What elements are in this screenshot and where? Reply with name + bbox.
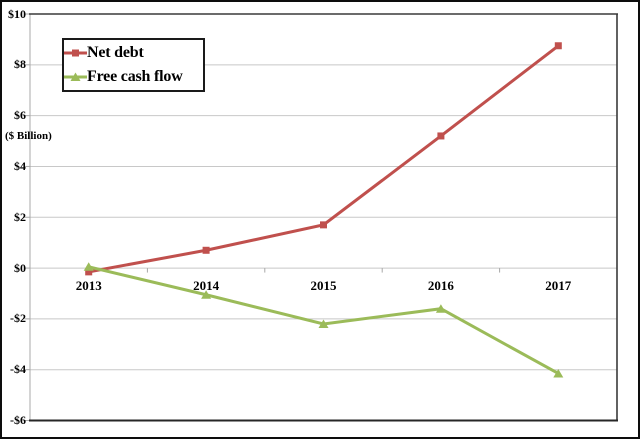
x-tick-label: 2017 [545, 278, 572, 293]
triangle-marker-icon [70, 72, 81, 82]
free-cash-flow-point-2013 [83, 262, 94, 271]
free-cash-flow-point-2016 [435, 304, 446, 313]
square-marker-icon [72, 49, 79, 57]
y-tick-label: $2 [14, 209, 26, 224]
net-debt-point-2016 [437, 132, 445, 140]
x-tick-label: 2015 [310, 278, 337, 293]
y-tick-label: $4 [14, 158, 26, 173]
y-tick-label: $8 [14, 57, 26, 72]
y-tick-label: -$4 [10, 362, 26, 377]
free-cash-flow-marker-icon [64, 72, 87, 82]
y-tick-label: $0 [14, 260, 26, 275]
x-tick-label: 2013 [75, 278, 102, 293]
net-debt-point-2013 [85, 268, 93, 276]
legend: Net debt Free cash flow [62, 38, 205, 92]
legend-item-net-debt: Net debt [64, 41, 203, 65]
legend-label-net-debt: Net debt [87, 43, 144, 61]
free-cash-flow-point-2015 [318, 319, 329, 328]
y-tick-label: $6 [14, 108, 26, 123]
y-tick-label: -$2 [10, 311, 26, 326]
free-cash-flow-point-2014 [201, 290, 212, 299]
x-tick-label: 2016 [427, 278, 454, 293]
free-cash-flow-point-2017 [553, 368, 564, 378]
net-debt-point-2017 [554, 42, 562, 50]
y-tick-label: $10 [8, 6, 26, 21]
legend-label-free-cash-flow: Free cash flow [87, 68, 183, 86]
y-axis-title: ($ Billion) [5, 130, 52, 142]
y-tick-label: -$6 [10, 413, 26, 427]
x-tick-label: 2014 [193, 278, 220, 293]
net-debt-point-2015 [320, 221, 327, 229]
legend-item-free-cash-flow: Free cash flow [64, 65, 203, 89]
net-debt-marker-icon [64, 49, 87, 57]
net-debt-point-2014 [202, 246, 210, 254]
